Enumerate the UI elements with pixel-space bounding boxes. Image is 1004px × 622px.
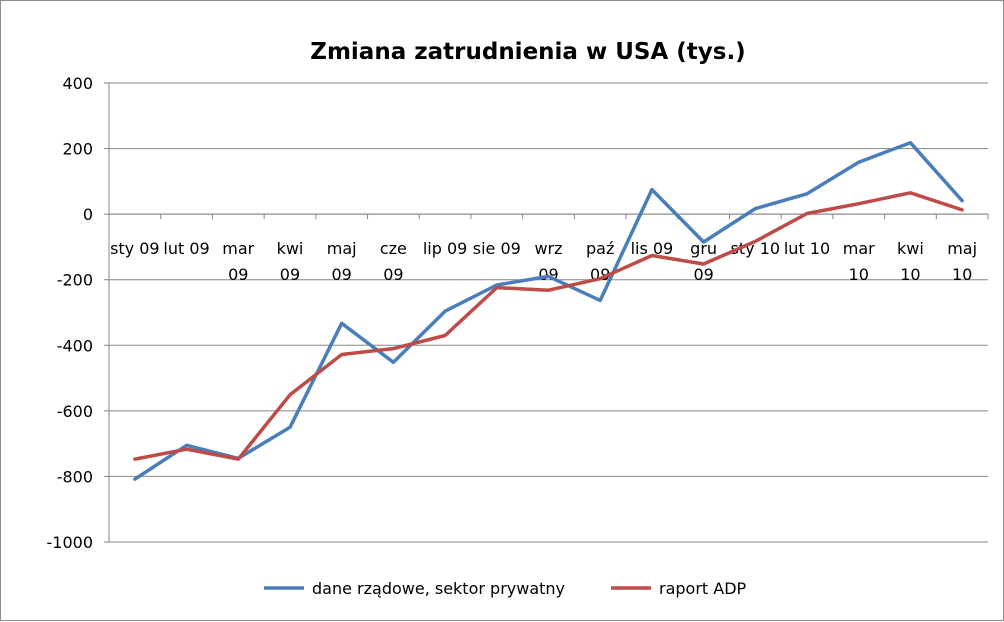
data-point bbox=[443, 333, 448, 338]
gridlines bbox=[109, 82, 988, 543]
data-point bbox=[132, 477, 137, 482]
data-point bbox=[339, 321, 344, 326]
legend: dane rządowe, sektor prywatny raport ADP bbox=[264, 579, 747, 598]
data-point bbox=[443, 309, 448, 314]
x-tick-label: 09 bbox=[383, 265, 403, 284]
data-point bbox=[701, 261, 706, 266]
x-tick-label: kwi bbox=[897, 239, 924, 258]
data-point bbox=[184, 447, 189, 452]
x-tick-label: sty 10 bbox=[731, 239, 781, 258]
series-line-1 bbox=[133, 191, 964, 461]
x-tick-label: 10 bbox=[900, 265, 920, 284]
data-point bbox=[287, 425, 292, 430]
data-point bbox=[546, 274, 551, 279]
y-tick-label: -200 bbox=[57, 271, 93, 290]
data-point bbox=[546, 288, 551, 293]
legend-item: dane rządowe, sektor prywatny bbox=[264, 579, 565, 598]
legend-item: raport ADP bbox=[611, 579, 747, 598]
x-tick-label: 09 bbox=[228, 265, 248, 284]
data-point bbox=[908, 140, 913, 145]
x-tick-label: maj bbox=[327, 239, 357, 258]
x-tick-label: sty 09 bbox=[110, 239, 160, 258]
data-point bbox=[753, 239, 758, 244]
y-tick-label: -600 bbox=[57, 402, 93, 421]
x-tick-label: mar bbox=[222, 239, 254, 258]
chart-title: Zmiana zatrudnienia w USA (tys.) bbox=[310, 39, 745, 65]
x-axis: sty 09 lut 09 mar 09 kwi 09 maj 09 cze 09 lip 09 si… bbox=[108, 213, 989, 284]
data-point bbox=[649, 187, 654, 192]
x-tick-label: lut 10 bbox=[784, 239, 830, 258]
y-tick-label: 400 bbox=[62, 74, 93, 93]
data-point bbox=[287, 392, 292, 397]
data-point bbox=[805, 211, 810, 216]
series-line-0 bbox=[133, 140, 964, 481]
data-point bbox=[494, 285, 499, 290]
data-point bbox=[960, 207, 965, 212]
x-tick-label: cze bbox=[380, 239, 407, 258]
data-point bbox=[960, 198, 965, 203]
data-point bbox=[908, 190, 913, 195]
data-point bbox=[236, 457, 241, 462]
y-tick-label: 0 bbox=[83, 205, 93, 224]
series-lines bbox=[132, 140, 965, 482]
x-tick-label: 10 bbox=[849, 265, 869, 284]
y-axis: 400 200 0 -200 -400 -600 -800 -1000 bbox=[47, 74, 110, 552]
y-tick-label: 200 bbox=[62, 140, 93, 159]
data-point bbox=[598, 276, 603, 281]
y-tick-label: -1000 bbox=[47, 533, 94, 552]
data-point bbox=[598, 298, 603, 303]
y-tick-label: -400 bbox=[57, 336, 93, 355]
x-tick-label: 09 bbox=[280, 265, 300, 284]
data-point bbox=[856, 201, 861, 206]
x-tick-label: 10 bbox=[952, 265, 972, 284]
legend-label: dane rządowe, sektor prywatny bbox=[312, 579, 565, 598]
legend-label: raport ADP bbox=[659, 579, 747, 598]
x-tick-label: 09 bbox=[693, 265, 713, 284]
y-tick-label: -800 bbox=[57, 467, 93, 486]
data-point bbox=[391, 346, 396, 351]
data-point bbox=[132, 457, 137, 462]
data-point bbox=[805, 191, 810, 196]
x-tick-label: lip 09 bbox=[423, 239, 468, 258]
x-tick-label: gru bbox=[690, 239, 717, 258]
data-point bbox=[339, 352, 344, 357]
x-tick-label: mar bbox=[843, 239, 875, 258]
data-point bbox=[701, 240, 706, 245]
x-tick-label: lis 09 bbox=[631, 239, 674, 258]
x-tick-label: paź bbox=[586, 239, 614, 258]
data-point bbox=[856, 160, 861, 165]
x-tick-label: wrz bbox=[534, 239, 562, 258]
data-point bbox=[391, 360, 396, 365]
x-tick-label: maj bbox=[947, 239, 977, 258]
x-tick-label: kwi bbox=[277, 239, 304, 258]
x-tick-label: sie 09 bbox=[473, 239, 521, 258]
x-tick-label: 09 bbox=[331, 265, 351, 284]
x-tick-label: lut 09 bbox=[163, 239, 209, 258]
data-point bbox=[649, 253, 654, 258]
data-point bbox=[753, 206, 758, 211]
